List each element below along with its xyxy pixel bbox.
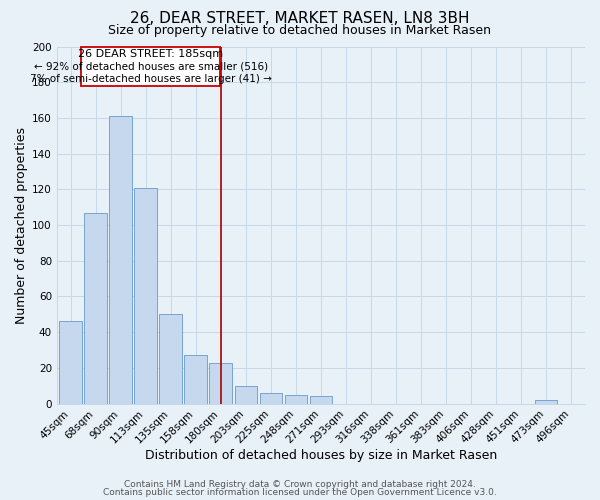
Bar [235,386,257,404]
Bar [85,212,107,404]
Bar [81,46,220,86]
Bar [59,322,82,404]
Text: 7% of semi-detached houses are larger (41) →: 7% of semi-detached houses are larger (4… [30,74,272,84]
Text: 26 DEAR STREET: 185sqm: 26 DEAR STREET: 185sqm [78,49,223,59]
Text: Contains HM Land Registry data © Crown copyright and database right 2024.: Contains HM Land Registry data © Crown c… [124,480,476,489]
Bar [310,396,332,404]
Text: Size of property relative to detached houses in Market Rasen: Size of property relative to detached ho… [109,24,491,37]
Bar [260,393,282,404]
Bar [109,116,132,404]
Bar [209,362,232,404]
Text: ← 92% of detached houses are smaller (516): ← 92% of detached houses are smaller (51… [34,62,268,72]
Bar [134,188,157,404]
Bar [160,314,182,404]
Text: Contains public sector information licensed under the Open Government Licence v3: Contains public sector information licen… [103,488,497,497]
X-axis label: Distribution of detached houses by size in Market Rasen: Distribution of detached houses by size … [145,450,497,462]
Bar [184,356,207,404]
Bar [284,394,307,404]
Y-axis label: Number of detached properties: Number of detached properties [15,126,28,324]
Bar [535,400,557,404]
Text: 26, DEAR STREET, MARKET RASEN, LN8 3BH: 26, DEAR STREET, MARKET RASEN, LN8 3BH [130,11,470,26]
